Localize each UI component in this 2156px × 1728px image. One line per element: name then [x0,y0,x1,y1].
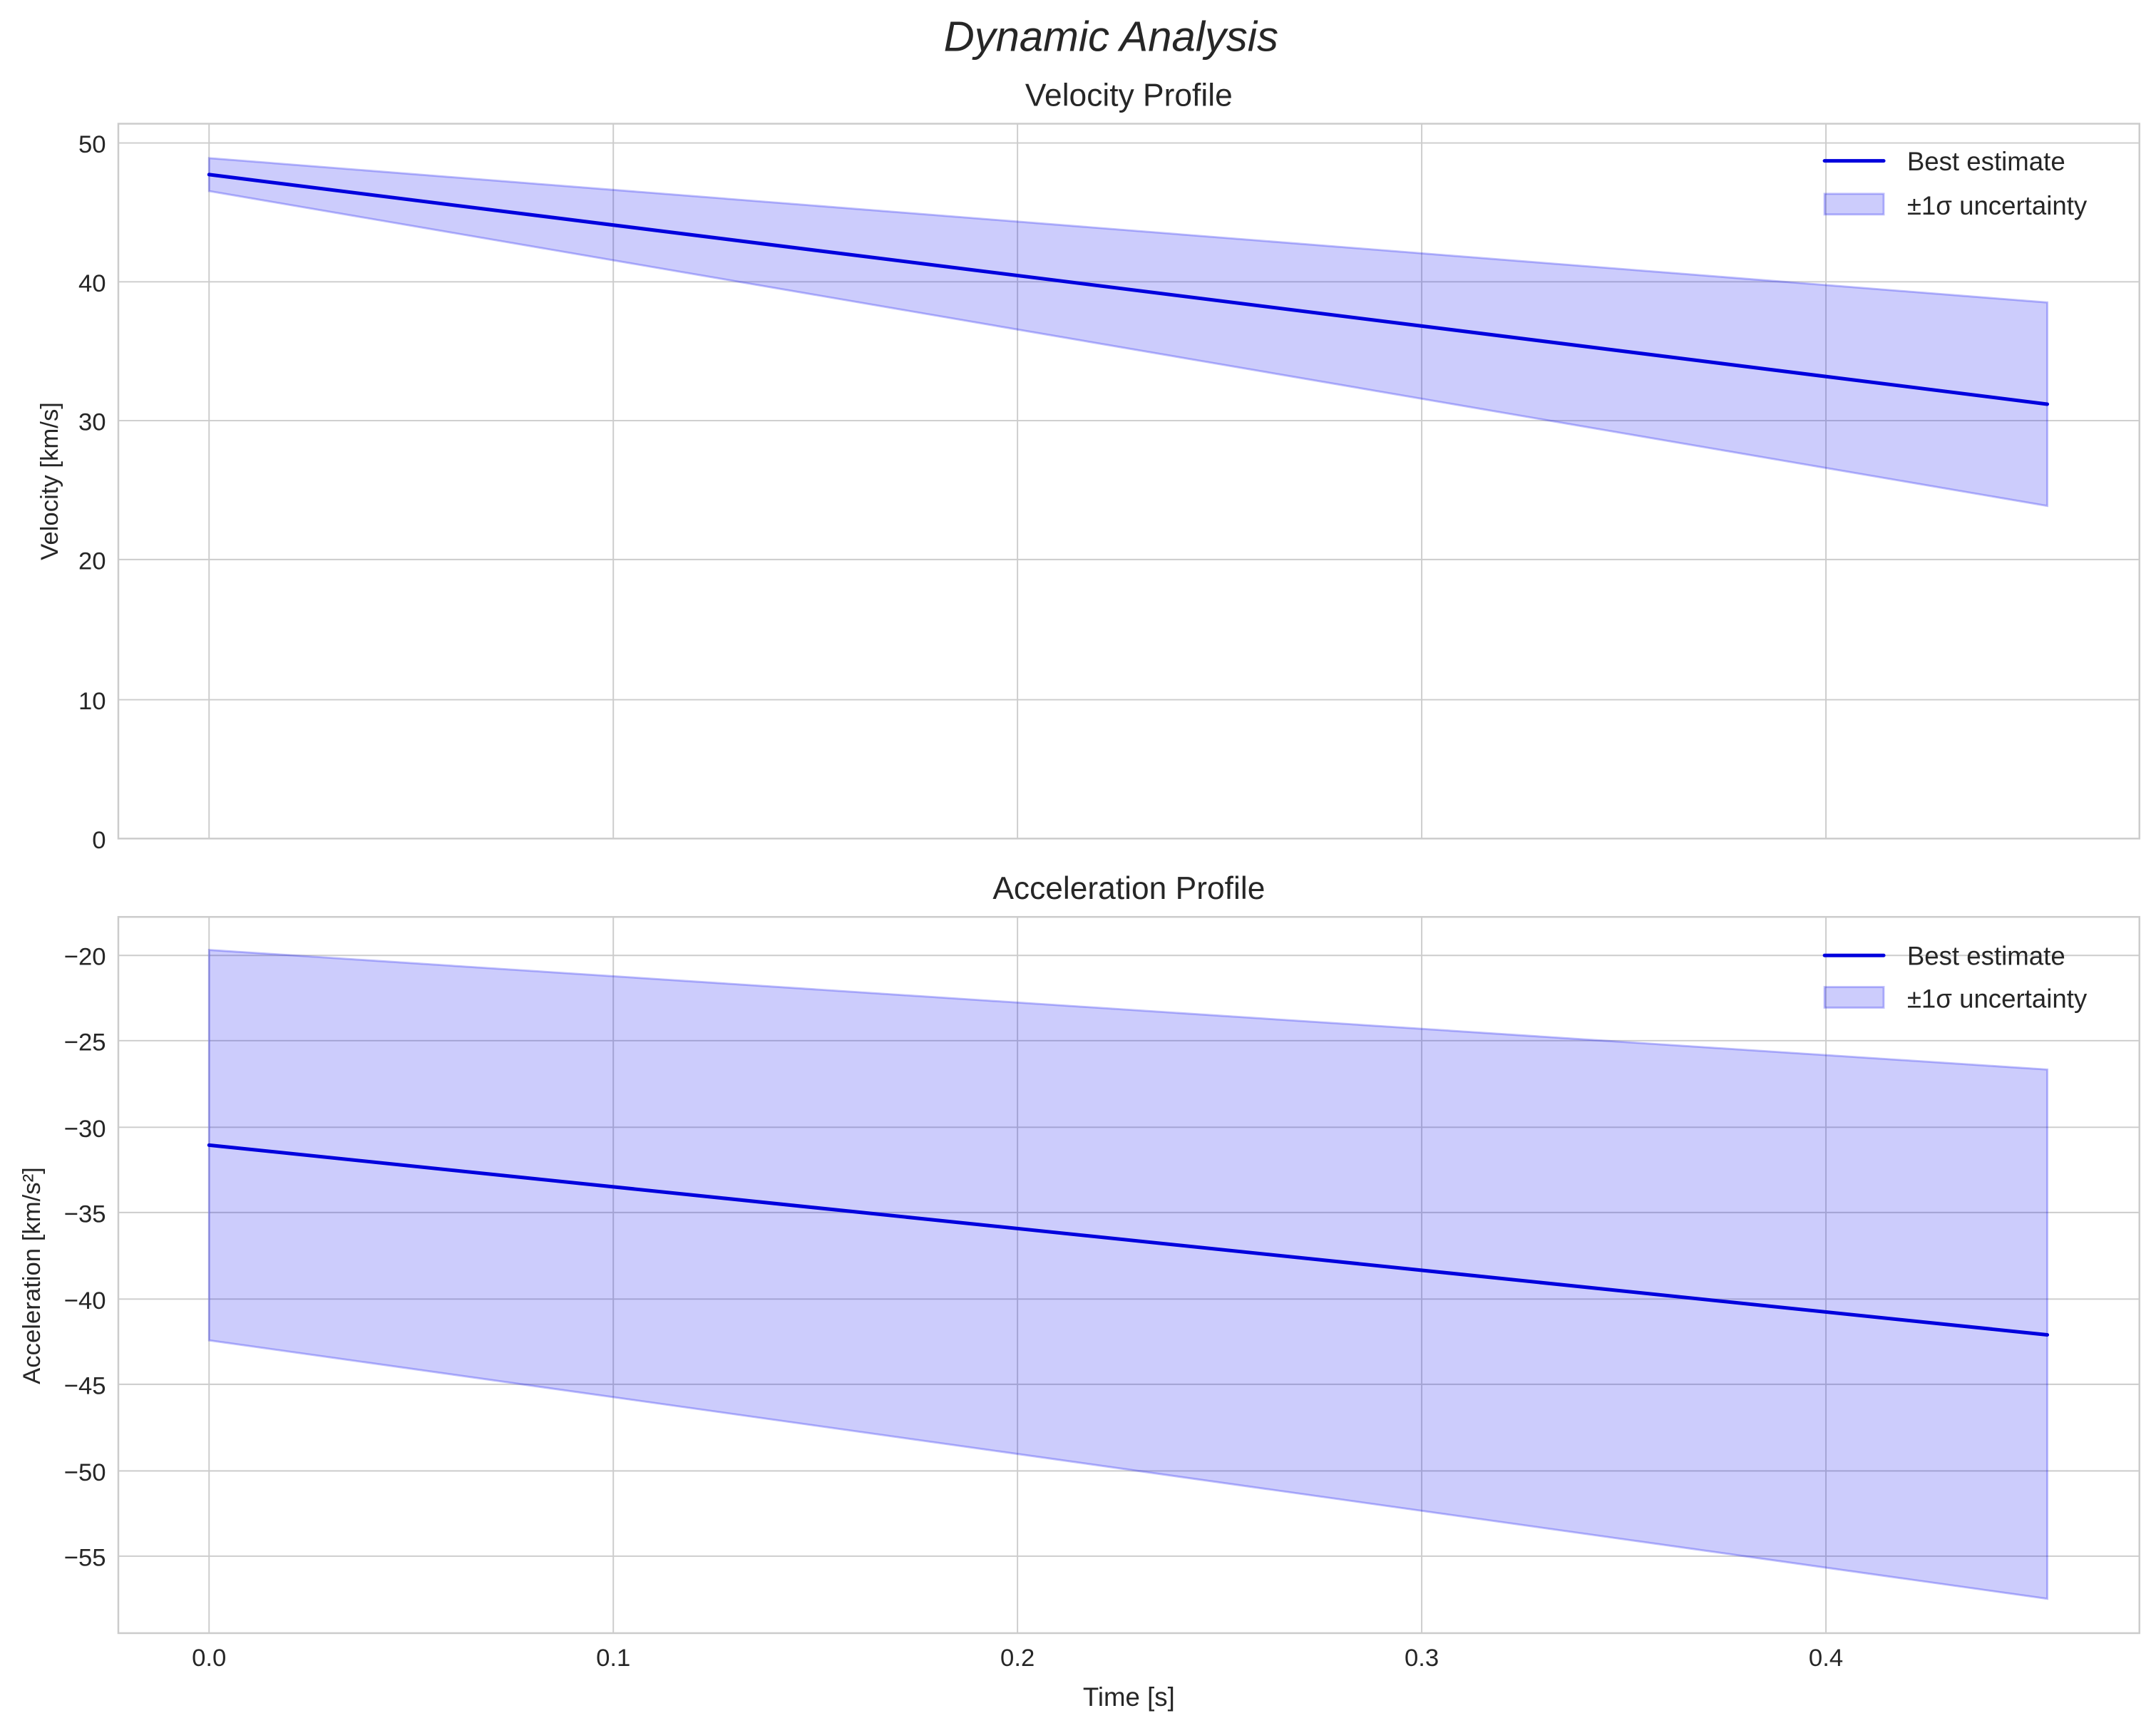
acceleration-y-axis-label: Acceleration [km/s²] [19,1167,46,1384]
velocity-subplot: Velocity Profile 0 10 20 30 40 50 Ve [36,78,2140,854]
velocity-best-estimate-line [207,173,2050,406]
y-tick-label: −45 [64,1372,106,1399]
acceleration-gridlines [118,917,2140,1633]
y-tick-label: 50 [78,131,106,158]
velocity-subplot-title: Velocity Profile [1025,78,1233,113]
x-tick-label: 0.4 [1809,1645,1843,1672]
y-tick-label: −25 [64,1029,106,1056]
y-tick-label: −20 [64,944,106,971]
velocity-uncertainty-band [207,157,2048,508]
y-tick-label: −40 [64,1287,106,1315]
x-ticks: 0.0 0.1 0.2 0.3 0.4 [192,1645,1843,1672]
y-tick-label: 0 [92,827,106,854]
x-axis-label: Time [s] [1083,1682,1175,1712]
y-tick-label: −35 [64,1200,106,1228]
y-tick-label: 10 [78,688,106,715]
y-tick-label: 20 [78,547,106,575]
velocity-legend: Best estimate ±1σ uncertainty [1822,147,2088,220]
y-tick-label: 40 [78,270,106,297]
acceleration-y-ticks: −20 −25 −30 −35 −40 −45 −50 −55 [64,944,106,1572]
acceleration-axes-frame [117,915,2140,1635]
velocity-axes-frame [117,123,2140,840]
y-tick-label: −55 [64,1544,106,1571]
x-tick-label: 0.2 [1000,1645,1035,1672]
legend-label-best-estimate: Best estimate [1907,942,2065,971]
y-tick-label: −30 [64,1116,106,1143]
velocity-y-ticks: 0 10 20 30 40 50 [78,131,106,854]
velocity-y-axis-label: Velocity [km/s] [36,402,63,560]
acceleration-legend: Best estimate ±1σ uncertainty [1822,942,2088,1014]
x-tick-label: 0.1 [596,1645,630,1672]
y-tick-label: 30 [78,409,106,436]
x-tick-label: 0.0 [192,1645,226,1672]
acceleration-best-estimate-line [207,1143,2050,1337]
x-tick-label: 0.3 [1405,1645,1439,1672]
legend-band-swatch [1823,192,1885,216]
figure-title: Dynamic Analysis [944,12,1278,60]
legend-label-uncertainty: ±1σ uncertainty [1907,191,2088,220]
legend-label-best-estimate: Best estimate [1907,147,2065,176]
velocity-gridlines [118,123,2140,839]
y-tick-label: −50 [64,1459,106,1486]
acceleration-subplot-title: Acceleration Profile [992,871,1265,906]
acceleration-uncertainty-band [207,948,2048,1600]
acceleration-subplot: Acceleration Profile −20 −25 −30 −35 −40 [19,871,2140,1712]
legend-label-uncertainty: ±1σ uncertainty [1907,984,2088,1014]
legend-band-swatch [1823,986,1885,1009]
